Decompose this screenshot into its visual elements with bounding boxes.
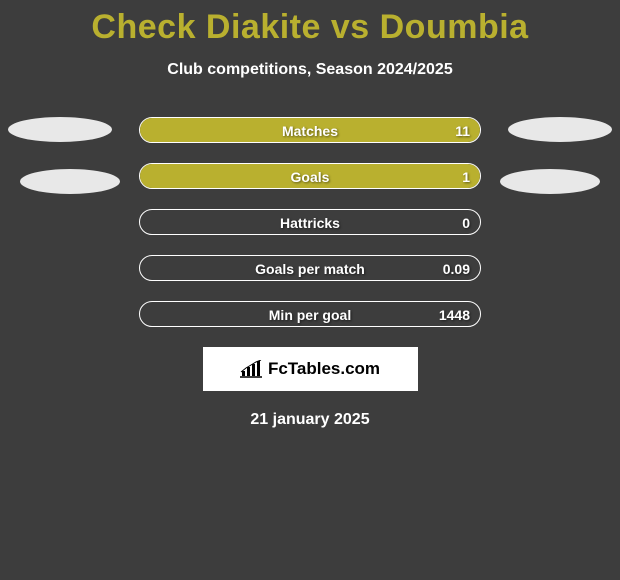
- player-left-photo-placeholder-1: [8, 117, 112, 142]
- compare-area: Matches 11 Goals 1 Hattricks 0 Goals per…: [0, 117, 620, 429]
- stat-bar-label: Hattricks: [140, 210, 480, 234]
- stat-bar-label: Matches: [140, 118, 480, 142]
- stat-bar-label: Min per goal: [140, 302, 480, 326]
- stat-bar-value: 1448: [439, 302, 470, 326]
- stat-bar-value: 1: [462, 164, 470, 188]
- stat-bar-value: 11: [455, 118, 470, 142]
- logo-text: FcTables.com: [268, 359, 380, 379]
- stat-bar-label: Goals: [140, 164, 480, 188]
- stat-bar-matches: Matches 11: [139, 117, 481, 143]
- stat-bar-goals: Goals 1: [139, 163, 481, 189]
- subtitle: Club competitions, Season 2024/2025: [0, 61, 620, 79]
- stat-bar-value: 0.09: [443, 256, 470, 280]
- stat-bar-hattricks: Hattricks 0: [139, 209, 481, 235]
- stat-bar-goals-per-match: Goals per match 0.09: [139, 255, 481, 281]
- player-right-photo-placeholder-1: [508, 117, 612, 142]
- bar-chart-icon: [240, 360, 262, 378]
- snapshot-date: 21 january 2025: [0, 411, 620, 429]
- stat-bar-label: Goals per match: [140, 256, 480, 280]
- stat-bar-value: 0: [462, 210, 470, 234]
- player-right-photo-placeholder-2: [500, 169, 600, 194]
- page-title: Check Diakite vs Doumbia: [0, 0, 620, 47]
- source-logo[interactable]: FcTables.com: [203, 347, 418, 391]
- player-left-photo-placeholder-2: [20, 169, 120, 194]
- stat-bar-min-per-goal: Min per goal 1448: [139, 301, 481, 327]
- stats-bars: Matches 11 Goals 1 Hattricks 0 Goals per…: [139, 117, 481, 327]
